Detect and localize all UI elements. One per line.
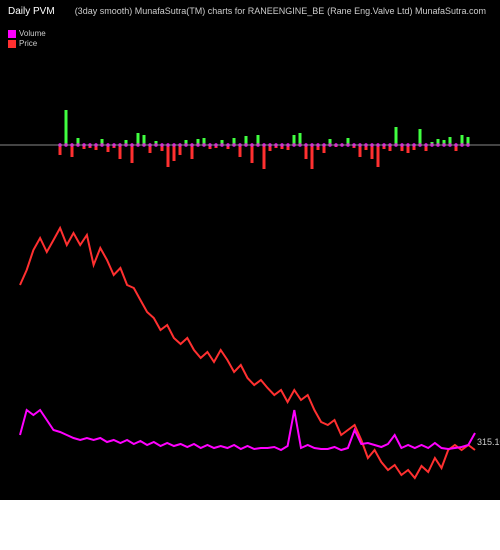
- chart-svg: 315.10: [0, 50, 500, 550]
- volume-bar: [371, 145, 374, 159]
- volume-bar: [377, 145, 380, 167]
- legend-item-volume: Volume: [8, 29, 55, 38]
- volume-bar: [251, 145, 254, 163]
- volume-bar: [191, 145, 194, 159]
- volume-swatch: [8, 30, 16, 38]
- volume-bar: [299, 133, 302, 145]
- volume-bar: [137, 133, 140, 145]
- volume-bar: [173, 145, 176, 161]
- volume-bar: [305, 145, 308, 159]
- volume-bar: [311, 145, 314, 169]
- legend-item-price: Price: [8, 39, 55, 48]
- volume-bar: [167, 145, 170, 167]
- volume-bar: [263, 145, 266, 169]
- chart-title: Daily PVM: [8, 6, 55, 17]
- price-line: [20, 228, 475, 478]
- last-price-label: 315.10: [477, 437, 500, 447]
- header-left: Daily PVM Volume Price: [8, 6, 55, 48]
- volume-bar: [65, 110, 68, 145]
- legend: Volume Price: [8, 29, 55, 48]
- volume-bar: [419, 129, 422, 145]
- chart-root: Daily PVM Volume Price (3day smooth) Mun…: [0, 0, 500, 500]
- volume-bar: [131, 145, 134, 163]
- volume-bar: [71, 145, 74, 157]
- legend-label: Price: [19, 39, 37, 48]
- volume-bar: [395, 127, 398, 145]
- volume-bar-group: [58, 110, 470, 169]
- chart-header: Daily PVM Volume Price (3day smooth) Mun…: [0, 0, 500, 50]
- price-swatch: [8, 40, 16, 48]
- volume-line: [20, 410, 475, 450]
- volume-bar: [119, 145, 122, 159]
- volume-bar: [359, 145, 362, 157]
- legend-label: Volume: [19, 29, 46, 38]
- line-group: [20, 228, 475, 478]
- volume-bar: [239, 145, 242, 157]
- chart-subtitle: (3day smooth) MunafaSutra(TM) charts for…: [55, 6, 327, 16]
- chart-right-label: (Rane Eng.Valve Ltd) MunafaSutra.com: [327, 6, 492, 16]
